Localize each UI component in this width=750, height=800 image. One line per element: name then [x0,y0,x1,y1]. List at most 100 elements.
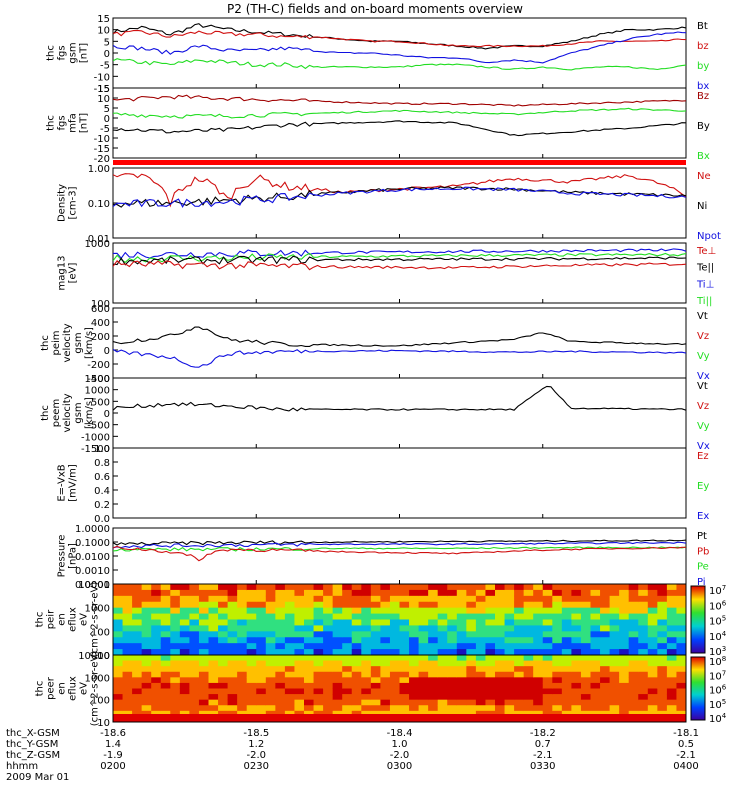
spectrogram-cell [495,682,506,689]
spectrogram-cell [418,682,429,689]
spectrogram-cell [246,677,257,684]
spectrogram-cell [580,643,591,650]
spectrogram-cell [628,643,639,650]
spectrogram-cell [628,710,639,717]
spectrogram-cell [485,655,496,662]
spectrogram-cell [676,607,687,615]
spectrogram-cell [304,584,315,591]
y-tick-label: 0.10 [88,199,110,210]
spectrogram-cell [141,710,152,717]
spectrogram-cell [275,589,286,597]
spectrogram-cell [437,595,448,603]
spectrogram-cell [495,705,506,712]
spectrogram-cell [561,619,572,626]
spectrogram-cell [389,607,400,615]
spectrogram-cell [122,595,133,603]
spectrogram-cell [475,619,486,626]
spectrogram-cell [246,671,257,678]
spectrogram-cell [170,688,181,695]
legend-entry: Vz [697,401,709,412]
spectrogram-cell [151,619,162,626]
spectrogram-cell [332,595,343,603]
y-tick-label: 0.0010 [75,566,110,577]
y-tick-label: 0.4 [94,486,110,497]
spectrogram-cell [284,677,295,684]
spectrogram-cell [275,699,286,706]
series-line-Vt [113,326,686,347]
spectrogram-cell [504,677,515,684]
spectrogram-cell [523,699,534,706]
spectrogram-cell [533,688,544,695]
spectrogram-cell [619,660,630,667]
spectrogram-cell [351,688,362,695]
spectrogram-cell [265,631,276,638]
spectrogram-cell [676,601,687,609]
spectrogram-cell [370,613,381,620]
spectrogram-cell [676,705,687,712]
y-tick-label: 0 [104,49,110,60]
spectrogram-cell [647,607,658,615]
spectrogram-cell [380,660,391,667]
spectrogram-cell [227,619,238,626]
spectrogram-cell [647,631,658,638]
spectrogram-cell [523,710,534,717]
spectrogram-cell [313,694,324,701]
spectrogram-cell [676,637,687,644]
spectrogram-cell [323,649,334,656]
spectrogram-cell [514,688,525,695]
spectrogram-cell [332,710,343,717]
x-tick-label: -18.1 [673,728,699,739]
spectrogram-cell [533,671,544,678]
spectrogram-cell [256,625,267,632]
spectrogram-cell [600,655,611,662]
spectrogram-cell [323,595,334,603]
spectrogram-cell [657,601,668,609]
spectrogram-cell [189,694,200,701]
spectrogram-cell [218,643,229,650]
spectrogram-cell [495,643,506,650]
spectrogram-cell [132,595,143,603]
spectrogram-cell [428,631,439,638]
spectrogram-cell [418,631,429,638]
panel-legend: Te⊥Te||Ti⊥Ti|| [696,246,716,307]
spectrogram-cell [552,694,563,701]
spectrogram-cell [179,595,190,603]
spectrogram-cell [351,655,362,662]
spectrogram-cell [170,682,181,689]
spectrogram-cell [342,649,353,656]
y-tick-label: 1000 [85,239,110,250]
spectrogram-cell [590,631,601,638]
spectrogram-cell [609,584,620,591]
spectrogram-cell [389,666,400,673]
spectrogram-cell [256,682,267,689]
spectrogram-cell [628,699,639,706]
series-line-Ti|| [113,252,686,263]
spectrogram-cell [475,584,486,591]
spectrogram-cell [132,694,143,701]
spectrogram-cell [342,613,353,620]
spectrogram-cell [561,699,572,706]
y-tick-label: -5 [100,124,110,135]
spectrogram-cell [504,625,515,632]
spectrogram-cell [542,631,553,638]
spectrogram-cell [609,619,620,626]
spectrogram-cell [351,705,362,712]
spectrogram-cell [485,699,496,706]
spectrogram-cell [284,649,295,656]
spectrogram-cell [600,619,611,626]
series-group [113,173,686,208]
spectrogram-cell [189,607,200,615]
series-line-Pt [113,539,686,546]
spectrogram-cell [676,699,687,706]
spectrogram-cell [447,699,458,706]
spectrogram-cell [561,688,572,695]
spectrogram-cell [361,699,372,706]
spectrogram-cell [418,660,429,667]
spectrogram-cell [409,666,420,673]
spectrogram-cell [619,710,630,717]
spectrogram-cell [294,671,305,678]
colorbar-label-base: 10 [709,671,722,682]
spectrogram-cell [265,666,276,673]
spectrogram-cell [428,601,439,609]
spectrogram-cell [542,688,553,695]
